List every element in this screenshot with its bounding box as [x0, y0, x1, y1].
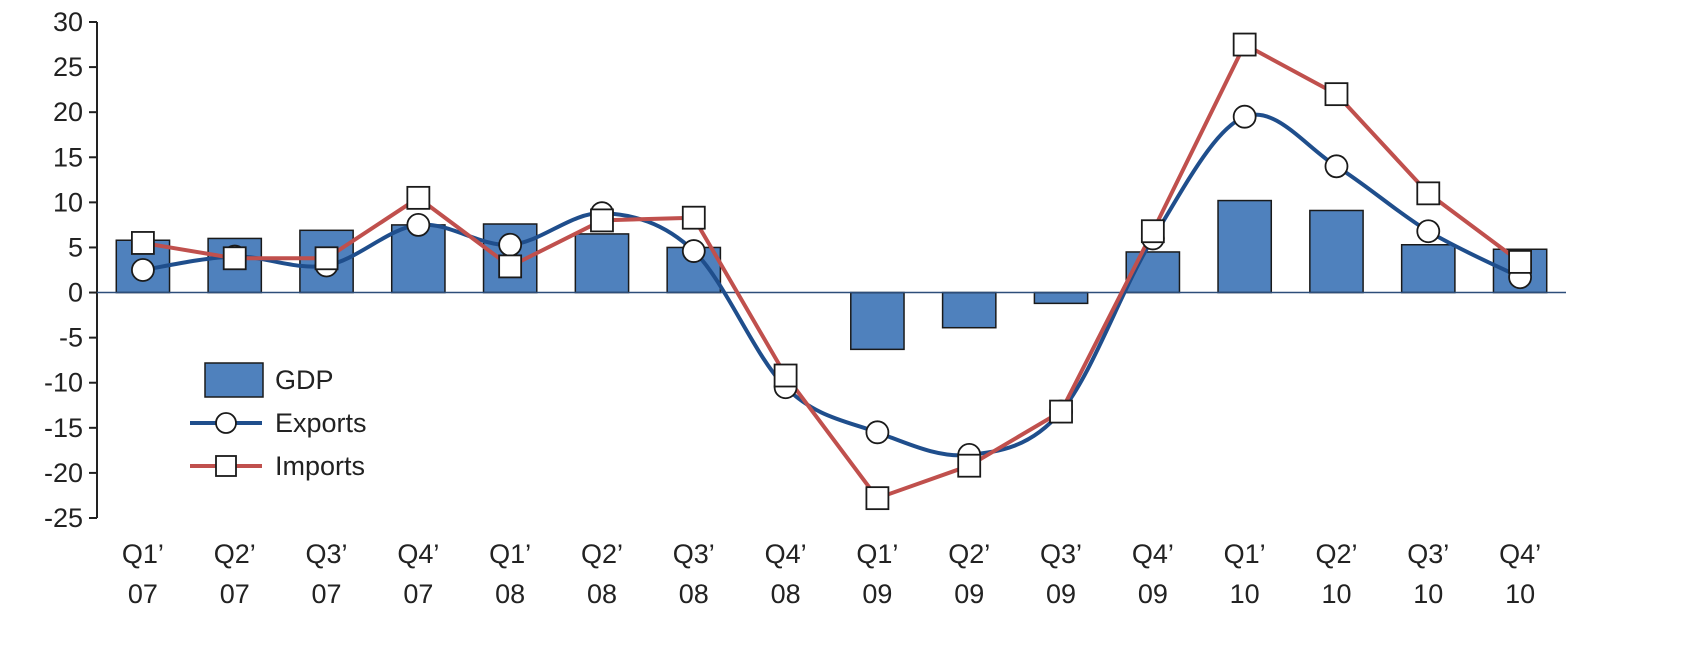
- legend-marker-square: [215, 455, 237, 477]
- legend-swatch-gdp: [204, 362, 264, 398]
- x-tick-label-quarter: Q4’: [1499, 539, 1541, 569]
- imports-point: [1140, 219, 1165, 244]
- y-tick-label: -25: [44, 503, 83, 533]
- x-tick-label-quarter: Q1’: [489, 539, 531, 569]
- imports-point: [314, 246, 339, 271]
- x-tick-label-quarter: Q2’: [581, 539, 623, 569]
- y-tick-label: 20: [53, 97, 83, 127]
- x-tick-label-year: 08: [495, 579, 525, 609]
- gdp-bar: [850, 291, 905, 351]
- exports-point: [865, 420, 890, 445]
- y-axis: 30 25 20 15 10 5 0 -5 -10 -15 -20 -25: [44, 7, 98, 533]
- x-tick-label-quarter: Q3’: [1040, 539, 1082, 569]
- gdp-bars: [115, 199, 1548, 351]
- x-tick-label-year: 07: [312, 579, 342, 609]
- imports-point: [681, 205, 706, 230]
- x-tick-label-year: 08: [587, 579, 617, 609]
- line-series: [131, 32, 1532, 511]
- x-tick-label-year: 09: [1046, 579, 1076, 609]
- x-tick-label-quarter: Q2’: [948, 539, 990, 569]
- exports-line: [142, 112, 1521, 458]
- legend-label: Exports: [275, 408, 367, 438]
- legend-label: GDP: [275, 365, 334, 395]
- x-tick-label-quarter: Q1’: [122, 539, 164, 569]
- x-tick-label-quarter: Q3’: [306, 539, 348, 569]
- x-tick-label-quarter: Q2’: [1315, 539, 1357, 569]
- x-tick-label-quarter: Q4’: [397, 539, 439, 569]
- x-tick-label-year: 10: [1413, 579, 1443, 609]
- imports-point: [865, 486, 890, 511]
- x-tick-label-quarter: Q1’: [1224, 539, 1266, 569]
- x-tick-label-year: 08: [679, 579, 709, 609]
- gdp-bar: [1309, 209, 1364, 294]
- x-tick-label-quarter: Q3’: [673, 539, 715, 569]
- legend-label: Imports: [275, 451, 365, 481]
- imports-point: [1416, 181, 1441, 206]
- x-tick-label-quarter: Q4’: [1132, 539, 1174, 569]
- exports-point: [1232, 104, 1257, 129]
- imports-point: [498, 254, 523, 279]
- imports-point: [1324, 82, 1349, 107]
- x-tick-label-year: 09: [1138, 579, 1168, 609]
- imports-point: [590, 208, 614, 233]
- x-tick-label-quarter: Q4’: [765, 539, 807, 569]
- exports-point: [1324, 154, 1349, 179]
- imports-point: [131, 231, 155, 255]
- x-tick-label-year: 10: [1230, 579, 1260, 609]
- legend: GDP Exports Imports: [190, 362, 367, 481]
- imports-line: [142, 42, 1522, 501]
- imports-point: [773, 363, 798, 388]
- x-tick-label-quarter: Q3’: [1407, 539, 1449, 569]
- y-tick-label: -5: [59, 323, 83, 353]
- imports-point: [1049, 399, 1073, 424]
- y-tick-label: 10: [53, 187, 83, 217]
- x-tick-label-year: 09: [862, 579, 892, 609]
- legend-item-exports: Exports: [190, 408, 367, 438]
- gdp-bar: [1217, 199, 1273, 294]
- imports-point: [1508, 249, 1532, 274]
- exports-point: [1416, 219, 1441, 244]
- y-tick-label: 5: [68, 232, 83, 262]
- x-tick-label-year: 07: [220, 579, 250, 609]
- y-tick-label: -10: [44, 368, 83, 398]
- imports-point: [957, 453, 982, 478]
- gdp-bar: [1033, 291, 1089, 305]
- exports-point: [681, 239, 706, 263]
- gdp-bar: [1400, 243, 1456, 294]
- imports-point: [222, 246, 247, 271]
- y-tick-label: -20: [44, 458, 83, 488]
- legend-item-gdp: GDP: [204, 362, 334, 398]
- exports-point: [406, 213, 431, 237]
- legend-item-imports: Imports: [190, 451, 365, 481]
- y-tick-label: 25: [53, 52, 83, 82]
- exports-point: [131, 258, 155, 282]
- x-axis: Q1’ 07 Q2’ 07 Q3’ 07 Q4’ 07 Q1’ 08 Q2’ 08 Q3’ 08 Q4’ 08…: [122, 539, 1541, 609]
- y-tick-label: 30: [53, 7, 83, 37]
- gdp-bar: [941, 291, 997, 329]
- x-tick-label-year: 07: [403, 579, 433, 609]
- gdp-bar: [574, 233, 630, 294]
- legend-marker-circle: [215, 412, 237, 434]
- y-tick-label: -15: [44, 413, 83, 443]
- y-tick-label: 0: [68, 278, 83, 308]
- exports-point: [498, 232, 523, 257]
- x-tick-label-quarter: Q1’: [856, 539, 898, 569]
- x-tick-label-year: 07: [128, 579, 158, 609]
- x-tick-label-year: 10: [1505, 579, 1535, 609]
- imports-point: [1232, 32, 1257, 57]
- x-tick-label-year: 08: [771, 579, 801, 609]
- x-tick-label-year: 09: [954, 579, 984, 609]
- x-tick-label-quarter: Q2’: [214, 539, 256, 569]
- y-tick-label: 15: [53, 142, 83, 172]
- imports-point: [406, 185, 431, 210]
- x-tick-label-year: 10: [1321, 579, 1351, 609]
